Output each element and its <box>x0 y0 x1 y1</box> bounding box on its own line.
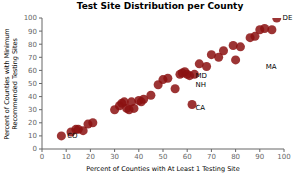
svg-text:MA: MA <box>266 63 277 71</box>
html-text:Test Site Distribution per Cou: Test Site Distribution per County <box>76 1 244 11</box>
svg-text:CA: CA <box>195 104 205 112</box>
svg-text:20: 20 <box>86 153 95 161</box>
svg-text:DE: DE <box>283 14 292 22</box>
svg-text:30: 30 <box>28 106 37 114</box>
svg-text:90: 90 <box>255 153 264 161</box>
svg-text:0: 0 <box>33 145 37 153</box>
svg-text:NH: NH <box>195 81 206 89</box>
svg-text:50: 50 <box>28 80 37 88</box>
html-text:Percent of Counties with At Le: Percent of Counties with At Least 1 Test… <box>86 165 240 173</box>
svg-text:20: 20 <box>28 119 37 127</box>
svg-text:MD: MD <box>195 72 206 80</box>
svg-text:0: 0 <box>40 153 44 161</box>
svg-text:70: 70 <box>28 54 37 62</box>
html-text:Percent of Counties with Minim: Percent of Counties with Minimum Recomme… <box>2 27 18 140</box>
svg-text:10: 10 <box>62 153 71 161</box>
svg-text:100: 100 <box>24 14 37 22</box>
svg-text:90: 90 <box>28 28 37 36</box>
svg-text:100: 100 <box>277 153 290 161</box>
svg-text:10: 10 <box>28 132 37 140</box>
svg-text:80: 80 <box>28 41 37 49</box>
svg-text:60: 60 <box>28 67 37 75</box>
svg-text:40: 40 <box>134 153 143 161</box>
svg-text:80: 80 <box>231 153 240 161</box>
svg-text:CO: CO <box>67 132 78 140</box>
svg-text:50: 50 <box>159 153 168 161</box>
svg-text:30: 30 <box>110 153 119 161</box>
svg-text:60: 60 <box>183 153 192 161</box>
svg-text:70: 70 <box>207 153 216 161</box>
svg-text:40: 40 <box>28 93 37 101</box>
